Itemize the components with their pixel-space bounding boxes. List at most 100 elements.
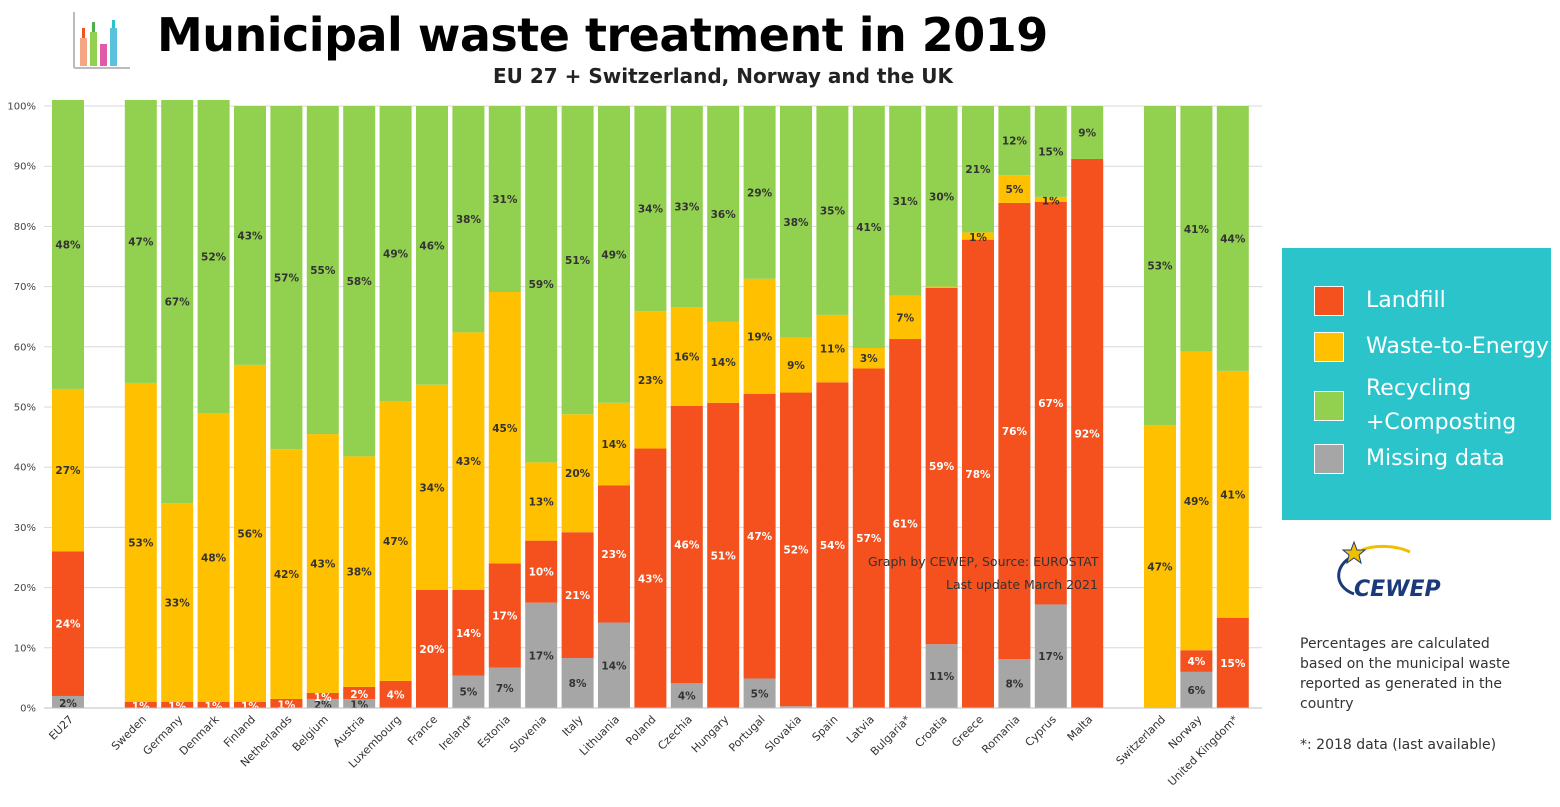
chart-title: Municipal waste treatment in 2019 [157, 8, 1048, 62]
data-label-recycling: 31% [893, 196, 919, 208]
bar-segment-recycling [998, 106, 1031, 176]
data-label-recycling: 52% [201, 252, 227, 264]
bar-segment-recycling [234, 106, 266, 365]
bar-segment-missing [670, 683, 703, 708]
last-update: Last update March 2021 [946, 577, 1098, 592]
bar-segment-waste-to-energy [707, 321, 740, 403]
legend-swatch-landfill [1314, 286, 1344, 316]
bar-segment-recycling [1144, 106, 1176, 426]
x-tick-label: United Kingdom* [1165, 713, 1241, 789]
y-tick-label: 60% [14, 342, 36, 353]
data-label-waste-to-energy: 14% [601, 439, 627, 451]
data-label-waste-to-energy: 20% [565, 468, 591, 480]
cewep-logo-text: CEWEP [1354, 577, 1441, 602]
bar-segment-recycling [598, 106, 630, 403]
x-tick-label: Slovakia [762, 713, 804, 755]
bar-segment-missing [343, 698, 376, 708]
data-label-landfill: 15% [1220, 658, 1246, 670]
y-tick-label: 30% [14, 523, 36, 534]
data-label-recycling: 47% [128, 236, 154, 248]
bar-segment-waste-to-energy [962, 232, 994, 240]
data-label-waste-to-energy: 1% [969, 232, 987, 244]
footnote: *: 2018 data (last available) [1300, 737, 1497, 753]
bar-segment-waste-to-energy [1034, 196, 1067, 202]
data-label-landfill: 4% [1187, 656, 1205, 668]
bar-segment-landfill [416, 590, 448, 708]
y-tick-label: 40% [14, 463, 36, 474]
x-tick-label: Croatia [913, 713, 950, 750]
data-label-landfill: 76% [1002, 426, 1028, 438]
data-label-recycling: 15% [1038, 146, 1064, 158]
cewep-logo: CEWEP [1337, 540, 1441, 602]
bar-segment-landfill [780, 392, 812, 707]
data-label-waste-to-energy: 5% [1005, 184, 1023, 196]
bar-segment-landfill [306, 692, 339, 699]
x-tick-label: Denmark [177, 712, 222, 757]
data-label-recycling: 29% [747, 187, 773, 199]
bar-segment-recycling [379, 106, 412, 401]
legend-swatch-waste-to-energy [1314, 332, 1344, 362]
bar-segment-waste-to-energy [525, 462, 558, 541]
bar-segment-landfill [452, 590, 485, 676]
data-label-waste-to-energy: 56% [237, 528, 263, 540]
y-tick-label: 80% [14, 222, 36, 233]
bar-segment-recycling [1034, 106, 1067, 197]
x-tick-label: Malta [1065, 713, 1096, 744]
data-label-waste-to-energy: 16% [674, 351, 700, 363]
data-label-waste-to-energy: 43% [456, 456, 482, 468]
x-tick-label: Slovenia [507, 713, 549, 755]
data-label-recycling: 58% [347, 276, 373, 288]
data-label-recycling: 35% [820, 205, 846, 217]
bar-segment-missing [1180, 671, 1213, 708]
legend: Landfill Waste-to-Energy Recycling +Comp… [1282, 248, 1551, 520]
bar-segment-landfill [561, 532, 594, 659]
bar-segment-landfill [1071, 158, 1104, 708]
bar-segment-waste-to-energy [670, 307, 703, 406]
data-label-waste-to-energy: 41% [1220, 489, 1246, 501]
data-label-landfill: 61% [893, 518, 919, 530]
source-credit: Graph by CEWEP, Source: EUROSTAT [868, 554, 1099, 569]
bar-segment-waste-to-energy [1180, 351, 1213, 651]
bar-segment-waste-to-energy [1216, 370, 1249, 618]
bar-segment-waste-to-energy [561, 414, 594, 533]
bar-segment-waste-to-energy [124, 382, 157, 702]
x-tick-label: Portugal [726, 713, 767, 754]
bar-segment-missing [52, 695, 84, 708]
data-label-recycling: 41% [856, 222, 882, 234]
data-label-waste-to-energy: 3% [860, 353, 878, 365]
data-label-recycling: 41% [1184, 224, 1210, 236]
data-label-recycling: 12% [1002, 136, 1028, 148]
bar-segment-landfill [816, 382, 849, 708]
x-tick-label: Belgium [290, 713, 331, 754]
percentage-note: Percentages are calculated based on the … [1300, 636, 1511, 712]
data-label-waste-to-energy: 1% [1042, 195, 1060, 207]
bar-segment-recycling [925, 106, 958, 287]
bar-segment-waste-to-energy [161, 503, 194, 702]
data-label-waste-to-energy: 11% [820, 344, 846, 356]
bar-segment-missing [925, 644, 958, 708]
bar-segment-landfill [998, 202, 1031, 660]
bar-segment-waste-to-energy [1144, 425, 1176, 708]
x-tick-label: Poland [623, 713, 658, 748]
data-label-recycling: 57% [274, 273, 300, 285]
bar-segment-recycling [343, 106, 376, 457]
data-label-waste-to-energy: 9% [787, 360, 805, 372]
bar-segment-waste-to-energy [634, 311, 667, 449]
bar-segment-waste-to-energy [780, 337, 812, 393]
data-label-missing: 11% [929, 671, 955, 683]
y-tick-label: 100% [7, 102, 36, 113]
x-tick-label: Lithuania [577, 713, 622, 758]
x-tick-label: Hungary [689, 713, 732, 756]
legend-swatch-missing-data [1314, 444, 1344, 474]
bar-segment-recycling [124, 99, 157, 383]
y-tick-label: 90% [14, 162, 36, 173]
bar-segment-waste-to-energy [379, 400, 412, 681]
bar-segment-missing [1034, 604, 1067, 708]
bar-segment-missing [780, 706, 812, 708]
data-label-missing: 4% [678, 691, 696, 703]
bar-segment-landfill [889, 338, 922, 708]
x-tick-label: Ireland* [437, 713, 477, 753]
data-label-landfill: 47% [747, 531, 773, 543]
x-tick-label: Cyprus [1023, 713, 1060, 750]
